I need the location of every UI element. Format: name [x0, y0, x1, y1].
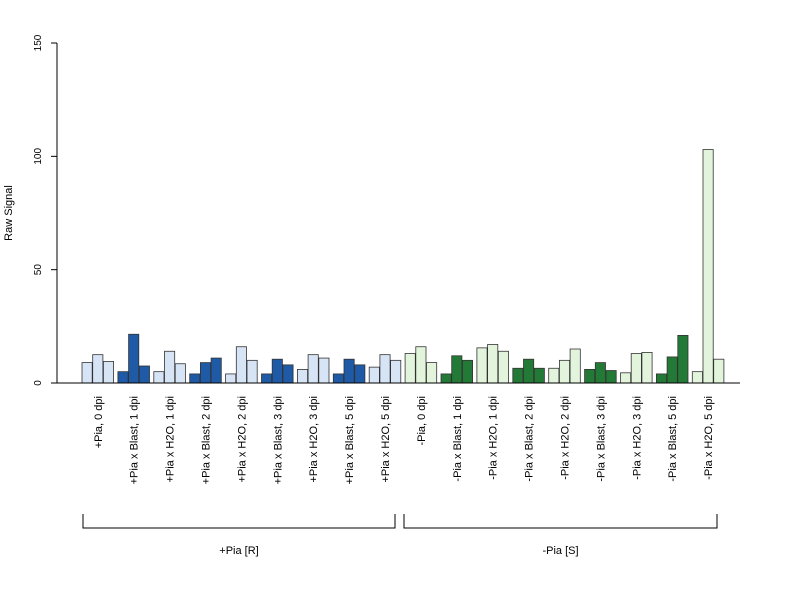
bar [261, 373, 273, 384]
bar [620, 372, 632, 384]
bar [189, 373, 201, 384]
bar [210, 357, 222, 384]
category-label: -Pia x Blast, 1 dpi [452, 396, 464, 482]
y-tick-label: 0 [33, 380, 44, 386]
bar [354, 364, 366, 384]
category-label: +Pia x H2O, 1 dpi [165, 396, 177, 483]
bar [476, 347, 488, 384]
bar [332, 373, 344, 384]
y-axis-label: Raw Signal [3, 185, 15, 241]
category-label: +Pia x Blast, 5 dpi [344, 396, 356, 484]
bar [199, 362, 211, 384]
category-label: +Pia, 0 dpi [93, 396, 105, 448]
bar [271, 358, 283, 384]
bar [390, 359, 402, 384]
bar [512, 367, 524, 384]
category-label: -Pia x H2O, 1 dpi [488, 396, 500, 480]
bar [235, 346, 247, 384]
bar [343, 358, 355, 384]
bar [584, 368, 596, 384]
bar [548, 367, 560, 384]
bar [702, 149, 714, 384]
category-labels: +Pia, 0 dpi +Pia x Blast, 1 dpi +Pia x H2O… [93, 396, 715, 484]
y-tick-label: 100 [33, 148, 44, 165]
bar [138, 365, 150, 384]
category-label: +Pia x Blast, 1 dpi [129, 396, 141, 484]
group-bracket [82, 514, 396, 529]
group-label: -Pia [S] [542, 545, 578, 557]
bar [426, 362, 438, 384]
bar [523, 358, 535, 384]
bar [569, 348, 581, 384]
bar [246, 359, 258, 384]
category-label: +Pia x H2O, 2 dpi [236, 396, 248, 483]
bar [666, 356, 678, 384]
group-brackets: +Pia [R] -Pia [S] [82, 514, 718, 557]
category-label: +Pia x Blast, 2 dpi [201, 396, 213, 484]
bar [153, 371, 165, 384]
bar [559, 359, 571, 384]
category-label: -Pia x Blast, 3 dpi [595, 396, 607, 482]
bar [497, 350, 509, 384]
bar [415, 346, 427, 384]
bar [174, 363, 186, 384]
bar [487, 344, 499, 384]
category-label: -Pia x H2O, 2 dpi [560, 396, 572, 480]
y-tick-label: 50 [33, 264, 44, 276]
y-tick-label: 150 [33, 34, 44, 51]
y-ticks: 0 50 100 150 [33, 34, 57, 386]
bar [451, 355, 463, 384]
bars-layer [81, 149, 725, 384]
bar [656, 373, 668, 384]
bar [691, 371, 703, 384]
bar [594, 362, 606, 384]
bar [368, 366, 380, 384]
bar [379, 354, 391, 384]
bar [282, 364, 294, 384]
bar [117, 371, 129, 384]
bar [605, 370, 617, 384]
bar [641, 351, 653, 384]
bar [225, 373, 237, 384]
bar [440, 373, 452, 384]
category-label: -Pia x Blast, 2 dpi [524, 396, 536, 482]
category-label: -Pia x H2O, 3 dpi [631, 396, 643, 480]
category-label: -Pia x H2O, 5 dpi [703, 396, 715, 480]
bar [128, 333, 140, 384]
bar [307, 354, 319, 384]
bar [92, 354, 104, 384]
bar [677, 334, 689, 384]
bar [103, 361, 115, 384]
group-label: +Pia [R] [219, 545, 258, 557]
bar [318, 357, 330, 384]
group-bracket [403, 514, 718, 529]
bar [296, 368, 308, 384]
bar [461, 359, 473, 384]
bar [164, 350, 176, 384]
bar [630, 353, 642, 384]
bar [404, 353, 416, 384]
bar [81, 362, 93, 384]
category-label: +Pia x Blast, 3 dpi [272, 396, 284, 484]
category-label: -Pia, 0 dpi [416, 396, 428, 446]
bar [713, 358, 725, 384]
category-label: +Pia x H2O, 3 dpi [308, 396, 320, 483]
bar [533, 367, 545, 384]
category-label: -Pia x Blast, 5 dpi [667, 396, 679, 482]
category-label: +Pia x H2O, 5 dpi [380, 396, 392, 483]
